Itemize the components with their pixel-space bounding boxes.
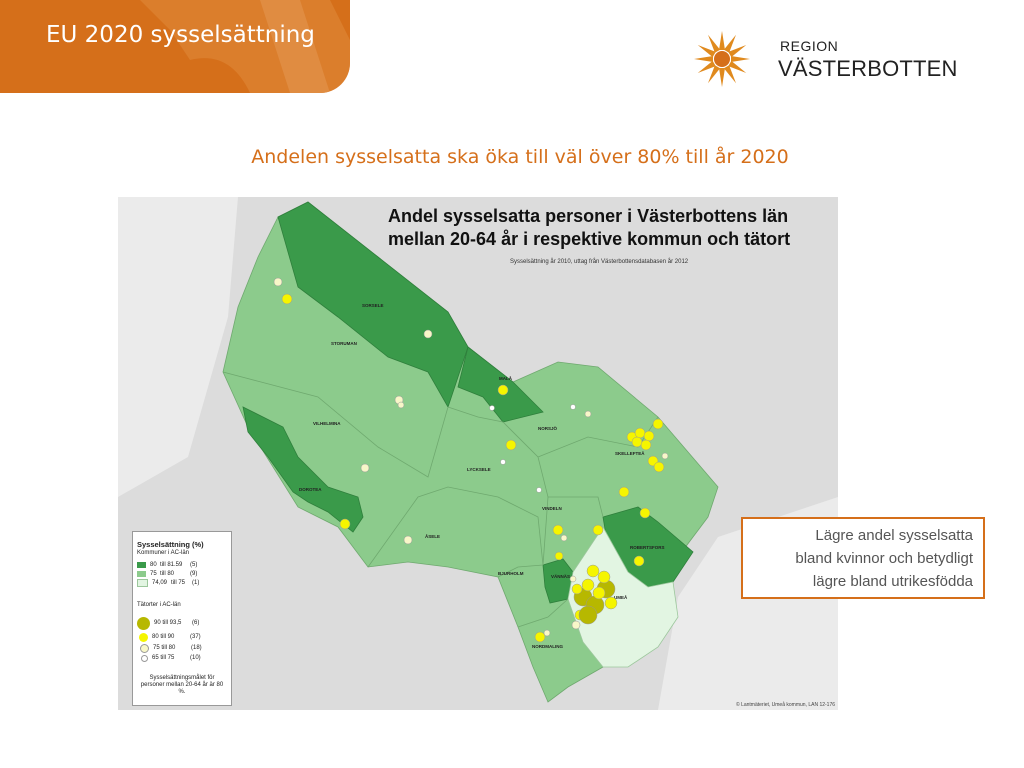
label-skelleftea: SKELLEFTEÅ: [615, 450, 645, 456]
county-map-svg: SORSELE STORUMAN MALÅ NORSJÖ SKELLEFTEÅ …: [118, 197, 838, 710]
legend-range: 90 till 93,5: [154, 620, 182, 626]
legend-count: (6): [192, 620, 200, 626]
callout-line-1: Lägre andel sysselsatta: [815, 527, 973, 544]
legend-count: (9): [190, 571, 198, 577]
legend-range: 65 till 75: [152, 655, 175, 661]
logo-text-region: REGION: [780, 38, 839, 54]
map-title-line1: Andel sysselsatta personer i Västerbotte…: [388, 206, 789, 226]
legend-range-to: till 75: [171, 580, 186, 586]
map-title-line2: mellan 20-64 år i respektive kommun och …: [388, 229, 791, 249]
legend-range: 80: [150, 562, 157, 568]
legend-tatort-row: 80 till 90 (37): [137, 632, 201, 642]
legend-count: (5): [190, 562, 198, 568]
map-legend: Sysselsättning (%) Kommuner i AC-län 80 …: [132, 531, 232, 706]
label-vilhelmina: VILHELMINA: [313, 421, 341, 426]
label-bjurholm: BJURHOLM: [498, 571, 524, 576]
legend-count: (37): [190, 634, 201, 640]
legend-kommun-row: 80 till 81.59 (5): [137, 561, 197, 569]
legend-tatort-row: 75 till 80 (18): [137, 643, 202, 653]
legend-range-to: till 81.59: [160, 562, 183, 568]
legend-title: Sysselsättning (%): [137, 540, 204, 549]
logo-text-county: VÄSTERBOTTEN: [778, 56, 958, 81]
callout-line-2: bland kvinnor och betydligt: [795, 550, 973, 567]
label-robertsfors: ROBERTSFORS: [630, 545, 665, 550]
callout-line-3: lägre bland utrikesfödda: [812, 573, 973, 590]
label-lycksele: LYCKSELE: [467, 467, 491, 472]
region-umea: [567, 526, 679, 668]
region-logo: REGION VÄSTERBOTTEN: [688, 28, 978, 92]
legend-swatch-low: [137, 579, 148, 587]
legend-range-to: till 80: [160, 571, 175, 577]
header-band: EU 2020 sysselsättning: [0, 0, 350, 93]
label-sorsele: SORSELE: [362, 303, 384, 308]
label-norsjo: NORSJÖ: [538, 425, 558, 431]
label-vindeln: VINDELN: [542, 506, 562, 511]
legend-count: (10): [190, 655, 201, 661]
label-vannas: VÄNNÄS: [551, 573, 570, 579]
decorative-leaf-shape: [140, 0, 350, 93]
legend-swatch-high: [137, 562, 146, 568]
legend-swatch-mid: [137, 571, 146, 577]
slide-title: EU 2020 sysselsättning: [46, 22, 315, 48]
map-subtitle: Sysselsättning år 2010, uttag från Väste…: [510, 259, 689, 265]
legend-kommun-row: 75 till 80 (9): [137, 570, 197, 578]
map-copyright: © Lantmäteriet, Umeå kommun, LAN 12-176: [736, 702, 836, 708]
legend-range: 75: [150, 571, 157, 577]
employment-map: SORSELE STORUMAN MALÅ NORSJÖ SKELLEFTEÅ …: [118, 197, 838, 710]
legend-dot-tiny: [141, 654, 148, 662]
label-dorotea: DOROTEA: [299, 487, 322, 492]
legend-tatort-row: 65 till 75 (10): [137, 654, 201, 662]
legend-range: 80 till 90: [152, 634, 175, 640]
legend-note: Sysselsättningsmålet för personer mellan…: [140, 675, 224, 695]
legend-kommun-row: 74,09 till 75 (1): [137, 579, 199, 587]
sun-logo-icon: [694, 31, 750, 87]
label-asele: ÅSELE: [425, 533, 440, 539]
legend-tatorter-label: Tätorter i AC-län: [137, 602, 181, 608]
legend-range: 75 till 80: [153, 645, 176, 651]
legend-kommuner-label: Kommuner i AC-län: [137, 550, 190, 556]
map-title: Andel sysselsatta personer i Västerbotte…: [388, 205, 838, 251]
legend-dot-small: [140, 643, 149, 653]
label-nordmaling: NORDMALING: [532, 644, 563, 649]
legend-count: (18): [191, 645, 202, 651]
legend-range: 74,09: [152, 580, 168, 586]
legend-dot-medium: [139, 632, 148, 642]
callout-box: Lägre andel sysselsatta bland kvinnor oc…: [741, 517, 985, 599]
slide-subtitle: Andelen sysselsatta ska öka till väl öve…: [251, 146, 789, 168]
legend-count: (1): [192, 580, 200, 586]
label-mala: MALÅ: [499, 375, 513, 381]
region-dorotea: [242, 406, 364, 533]
label-umea: UMEÅ: [614, 594, 628, 600]
legend-dot-large: [137, 616, 150, 630]
label-storuman: STORUMAN: [331, 341, 357, 346]
legend-tatort-row: 90 till 93,5 (6): [137, 616, 199, 630]
